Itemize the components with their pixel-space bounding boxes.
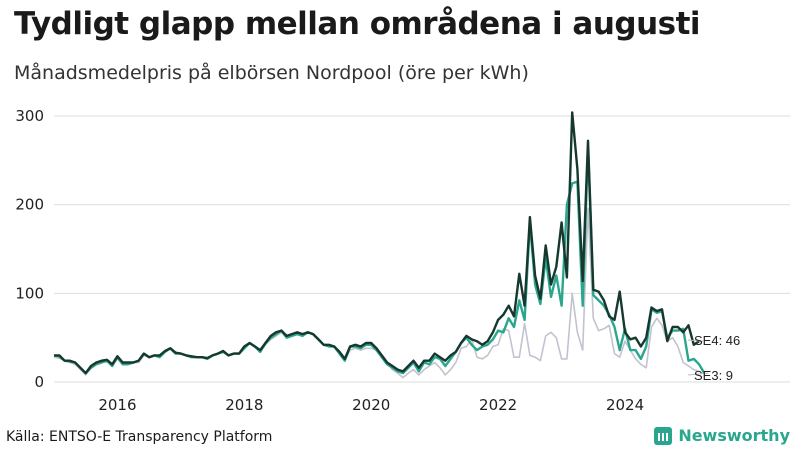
x-tick-label: 2016 (98, 396, 136, 414)
brand-name: Newsworthy (678, 426, 790, 445)
label-leader (687, 372, 709, 376)
end-label-se3: SE3: 9 (694, 368, 733, 383)
series-line-se3 (53, 144, 706, 375)
label-leader (687, 339, 704, 342)
x-tick-label: 2018 (225, 396, 263, 414)
bar-chart-icon (654, 426, 673, 445)
x-tick-label: 2024 (606, 396, 644, 414)
y-axis-ticks: 0 100 200 300 (15, 107, 44, 391)
chart-title: Tydligt glapp mellan områdena i augusti (14, 6, 701, 42)
series-line-se4 (54, 111, 700, 375)
x-tick-label: 2022 (479, 396, 517, 414)
y-tick-label: 200 (15, 196, 44, 214)
y-tick-label: 300 (15, 107, 44, 125)
series-lines (53, 111, 706, 379)
end-label-se4: SE4: 46 (694, 333, 740, 348)
x-tick-label: 2020 (352, 396, 390, 414)
y-tick-label: 0 (34, 373, 44, 391)
x-axis-ticks: 2016 2018 2020 2022 2024 (98, 396, 644, 414)
y-tick-label: 100 (15, 284, 44, 302)
gridlines (54, 115, 790, 383)
source-note: Källa: ENTSO-E Transparency Platform (6, 429, 273, 445)
end-labels: SE4: 46 SE3: 9 (687, 333, 740, 383)
brand-logo: Newsworthy (654, 426, 790, 445)
chart-subtitle: Månadsmedelpris på elbörsen Nordpool (ör… (14, 62, 529, 84)
